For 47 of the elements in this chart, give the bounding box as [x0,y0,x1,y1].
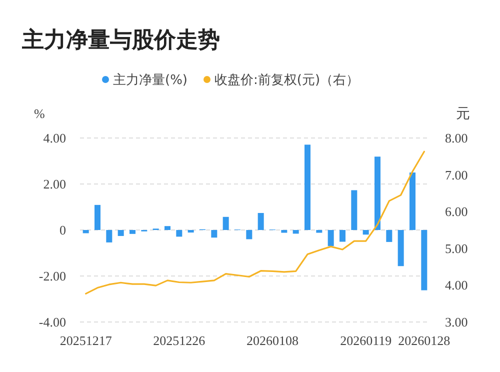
bar [351,190,358,230]
y-tick-label: -2.00 [38,268,66,284]
bar [304,144,310,230]
legend-label: 收盘价:前复权(元)（右） [214,73,360,88]
y2-tick-label: 4.00 [445,278,468,293]
legend-label: 主力净量(%) [113,72,188,88]
bar [328,230,334,246]
y-tick-label: 4.00 [43,130,66,146]
bar [130,230,136,234]
bar [188,230,194,233]
bar [222,216,229,230]
y2-tick-label: 6.00 [445,204,468,220]
bar [421,230,428,290]
x-tick-label: 20260108 [246,333,298,348]
y-axis-title: % [34,106,45,121]
x-tick-label: 20251226 [153,333,206,348]
y2-tick-label: 3.00 [445,314,468,330]
x-tick-label: 20260128 [398,333,450,348]
y2-tick-label: 8.00 [445,130,468,146]
bar [118,230,124,236]
bar [281,230,288,233]
y2-tick-label: 5.00 [445,240,468,256]
bar [164,226,170,230]
chart-title: 主力净量与股价走势 [21,27,220,53]
y-tick-label: -4.00 [38,314,66,330]
y-tick-label: 2.00 [43,176,66,192]
x-tick-label: 20251217 [60,333,112,348]
bar [258,212,264,230]
bar [211,230,218,238]
y2-axis-title: 元 [456,106,470,122]
bar [94,204,100,230]
bar [246,230,252,240]
bar [386,230,392,242]
bar [374,156,380,230]
bar [176,230,182,237]
bar [82,230,89,234]
line-series [85,150,425,294]
bar [410,172,416,230]
x-tick-label: 20260119 [340,333,392,348]
bar [292,230,299,234]
bar [362,230,369,235]
bar [340,230,346,242]
y2-tick-label: 7.00 [445,167,468,182]
bar [398,230,404,266]
bar [316,230,322,233]
bar [106,230,112,242]
y-tick-label: 0 [60,222,66,238]
